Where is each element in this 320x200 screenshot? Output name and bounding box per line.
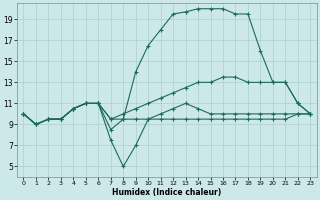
X-axis label: Humidex (Indice chaleur): Humidex (Indice chaleur) [112, 188, 221, 197]
